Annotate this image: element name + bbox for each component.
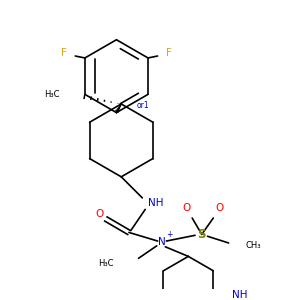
- Text: F: F: [166, 48, 172, 58]
- Text: O: O: [215, 202, 223, 212]
- Text: NH: NH: [148, 198, 164, 208]
- Text: H₃C: H₃C: [98, 259, 114, 268]
- Text: O: O: [95, 209, 103, 219]
- Text: O: O: [182, 202, 190, 212]
- Text: F: F: [61, 48, 67, 58]
- Text: N: N: [158, 237, 165, 247]
- Text: CH₃: CH₃: [246, 242, 261, 250]
- Text: NH: NH: [232, 290, 248, 300]
- Text: H₃C: H₃C: [44, 90, 60, 99]
- Text: +: +: [166, 230, 172, 239]
- Text: or1: or1: [136, 101, 149, 110]
- Text: S: S: [197, 228, 206, 241]
